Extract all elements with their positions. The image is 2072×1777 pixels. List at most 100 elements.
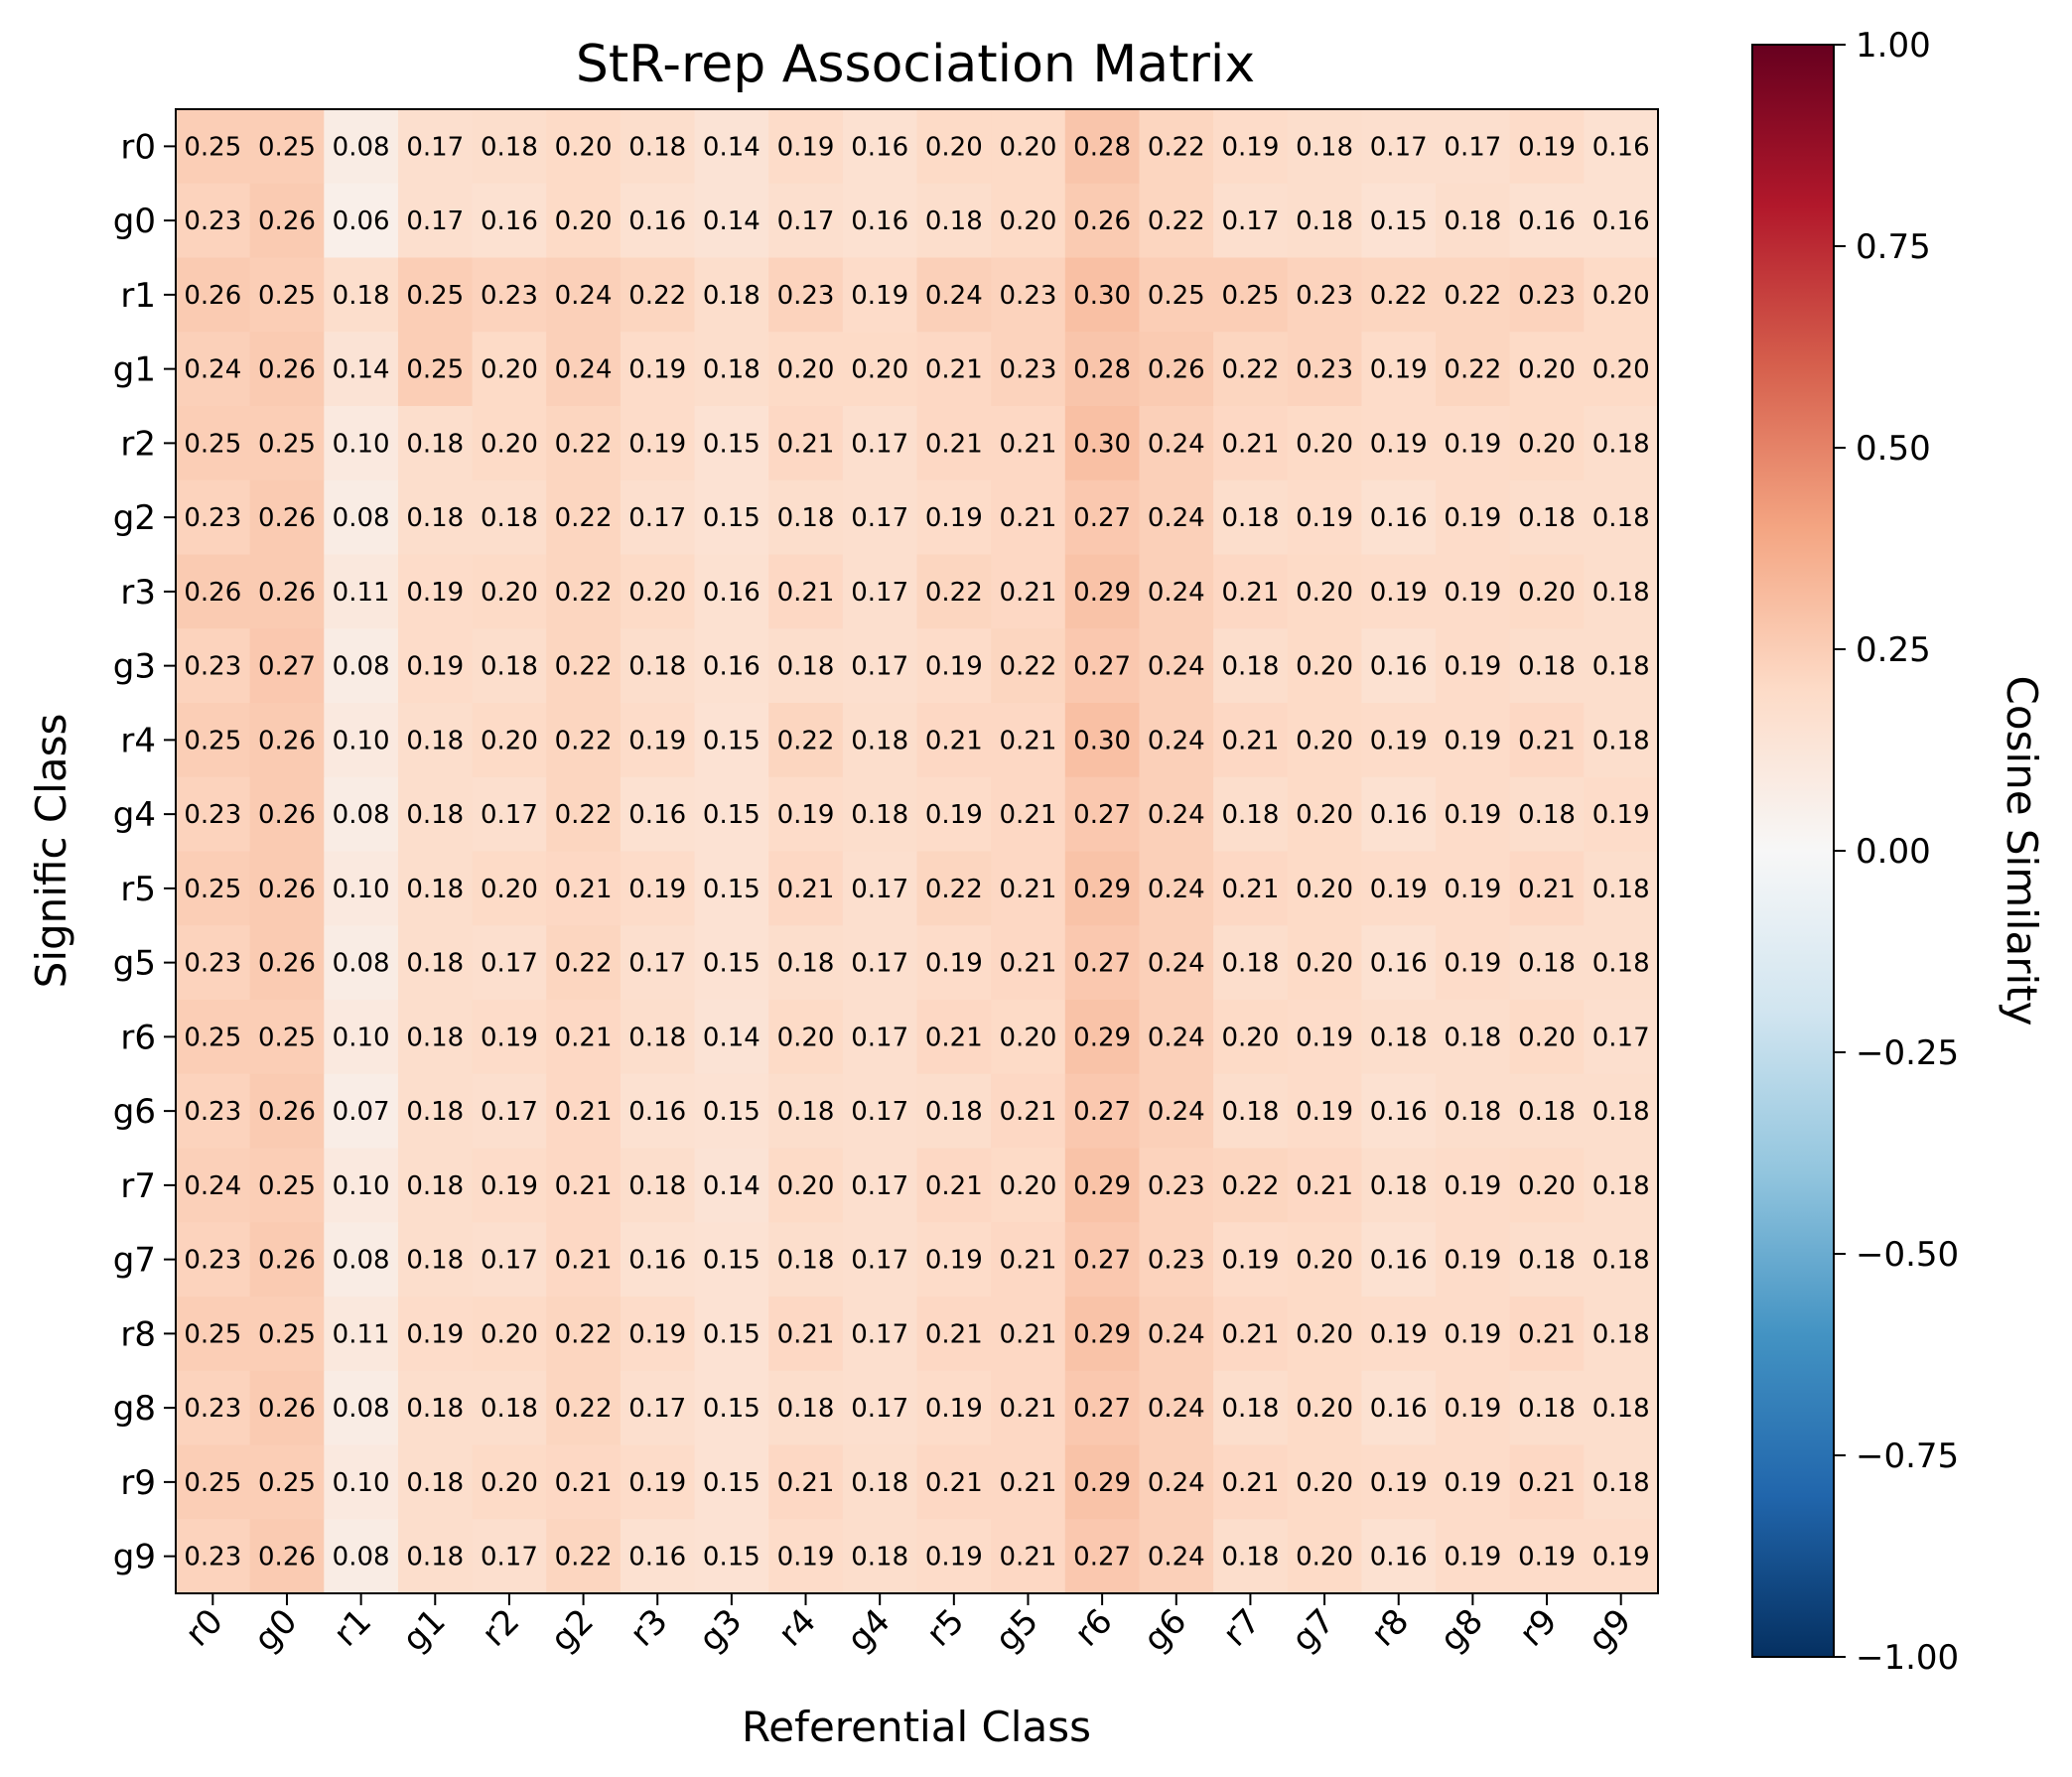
cell-value-label: 0.14: [703, 1171, 760, 1201]
x-tick-label: g0: [246, 1601, 305, 1660]
heatmap-cell: [1139, 109, 1214, 185]
y-tick-label: r7: [120, 1166, 156, 1206]
heatmap-cell: [1064, 554, 1141, 629]
heatmap-cell: [768, 1222, 844, 1298]
cell-value-label: 0.19: [1370, 726, 1428, 755]
heatmap-cell: [1509, 332, 1585, 407]
heatmap-cell: [176, 1000, 251, 1075]
cell-value-label: 0.20: [1518, 355, 1576, 385]
x-tick-label: g9: [1581, 1601, 1639, 1660]
cell-value-label: 0.19: [1370, 355, 1428, 385]
heatmap-cell: [324, 1444, 399, 1520]
heatmap-cell: [1361, 1000, 1437, 1075]
heatmap-cell: [991, 183, 1066, 259]
heatmap-cell: [176, 925, 251, 1001]
cell-value-label: 0.15: [703, 1468, 760, 1498]
cell-value-label: 0.25: [1148, 281, 1205, 311]
colorbar-tick-label: 0.25: [1856, 630, 1931, 670]
heatmap-cell: [1139, 851, 1214, 926]
heatmap-cell: [991, 332, 1066, 407]
heatmap-cell: [397, 925, 474, 1001]
chart-title: StR-rep Association Matrix: [576, 35, 1255, 94]
heatmap-cell: [916, 703, 992, 778]
cell-value-label: 0.16: [628, 206, 686, 236]
cell-value-label: 0.17: [851, 652, 908, 682]
cell-value-label: 0.23: [184, 206, 241, 236]
cell-value-label: 0.20: [1518, 1023, 1576, 1052]
y-tick-label: r9: [120, 1463, 156, 1503]
cell-value-label: 0.18: [406, 503, 464, 533]
cell-value-label: 0.18: [1592, 875, 1650, 904]
heatmap-cell: [916, 109, 992, 185]
cell-value-label: 0.21: [555, 1246, 613, 1276]
cell-value-label: 0.10: [333, 1023, 390, 1052]
cell-value-label: 0.22: [1444, 281, 1501, 311]
x-tick-label: r2: [475, 1601, 527, 1654]
heatmap-cell: [1213, 628, 1289, 704]
heatmap-cell: [176, 776, 251, 853]
heatmap-cell: [176, 1222, 251, 1298]
cell-value-label: 0.18: [777, 1097, 835, 1127]
colorbar-tick-label: −0.50: [1856, 1235, 1959, 1275]
heatmap-cell: [1361, 1297, 1437, 1372]
heatmap-cell: [620, 406, 696, 481]
heatmap-cell: [1213, 1222, 1289, 1298]
heatmap-cell: [1584, 1519, 1659, 1594]
heatmap-cell: [768, 776, 844, 853]
cell-value-label: 0.24: [1148, 1543, 1205, 1572]
cell-value-label: 0.24: [184, 1171, 241, 1201]
heatmap-cell: [1436, 479, 1511, 556]
cell-value-label: 0.17: [851, 1246, 908, 1276]
cell-value-label: 0.19: [1221, 1246, 1279, 1276]
heatmap-cell: [1064, 1148, 1141, 1223]
heatmap-cell: [249, 703, 325, 778]
cell-value-label: 0.16: [1370, 1097, 1428, 1127]
heatmap-cell: [1139, 925, 1214, 1001]
heatmap-cell: [324, 332, 399, 407]
cell-value-label: 0.18: [1592, 1319, 1650, 1349]
heatmap-cell: [991, 1519, 1066, 1594]
cell-value-label: 0.19: [777, 132, 835, 162]
cell-value-label: 0.19: [1221, 132, 1279, 162]
cell-value-label: 0.25: [184, 1023, 241, 1052]
x-axis: r0 g0 r1 g1 r2 g2 r3 g3 r4 g4 r5 g5 r6 g6 r7 g7 r8 g8 r9 g9: [178, 1593, 1639, 1660]
cell-value-label: 0.15: [703, 1097, 760, 1127]
cell-value-label: 0.10: [333, 1171, 390, 1201]
colorbar-tick-label: −0.25: [1856, 1033, 1959, 1073]
cell-value-label: 0.26: [258, 503, 316, 533]
heatmap-cell: [1064, 1370, 1141, 1446]
heatmap-cell: [1436, 1519, 1511, 1594]
cell-value-label: 0.16: [628, 1246, 686, 1276]
cell-value-label: 0.20: [1296, 578, 1353, 608]
cell-value-label: 0.24: [1148, 1394, 1205, 1424]
heatmap-cell: [620, 776, 696, 853]
cell-value-label: 0.29: [1073, 1319, 1131, 1349]
heatmap-cell: [546, 109, 622, 185]
cell-value-label: 0.19: [1370, 1319, 1428, 1349]
heatmap-cell: [620, 1444, 696, 1520]
heatmap-cell: [1287, 332, 1362, 407]
cell-value-label: 0.20: [1221, 1023, 1279, 1052]
x-tick-label: r4: [770, 1601, 823, 1654]
cell-value-label: 0.18: [851, 800, 908, 830]
cell-value-label: 0.23: [1148, 1246, 1205, 1276]
cell-value-label: 0.26: [258, 1543, 316, 1572]
heatmap-cell: [1139, 479, 1214, 556]
heatmap-cell: [1509, 554, 1585, 629]
heatmap-cell: [1213, 1073, 1289, 1150]
cell-value-label: 0.17: [851, 1097, 908, 1127]
cell-value-label: 0.20: [1296, 1394, 1353, 1424]
heatmap-cell: [1139, 332, 1214, 407]
cell-value-label: 0.18: [481, 132, 538, 162]
cell-value-label: 0.19: [1444, 1246, 1501, 1276]
cell-value-label: 0.16: [1370, 1543, 1428, 1572]
heatmap-cell: [546, 703, 622, 778]
colorbar-ticks: 1.00 0.75 0.50 0.25 0.00 −0.25 −0.50 −0.75 −1.00: [1834, 26, 1959, 1678]
heatmap-cell: [694, 925, 769, 1001]
cell-value-label: 0.22: [555, 1394, 613, 1424]
heatmap-cell: [176, 406, 251, 481]
cell-value-label: 0.21: [777, 578, 835, 608]
cell-value-label: 0.19: [925, 1246, 983, 1276]
heatmap-cell: [472, 1222, 547, 1298]
heatmap-cell: [1361, 332, 1437, 407]
